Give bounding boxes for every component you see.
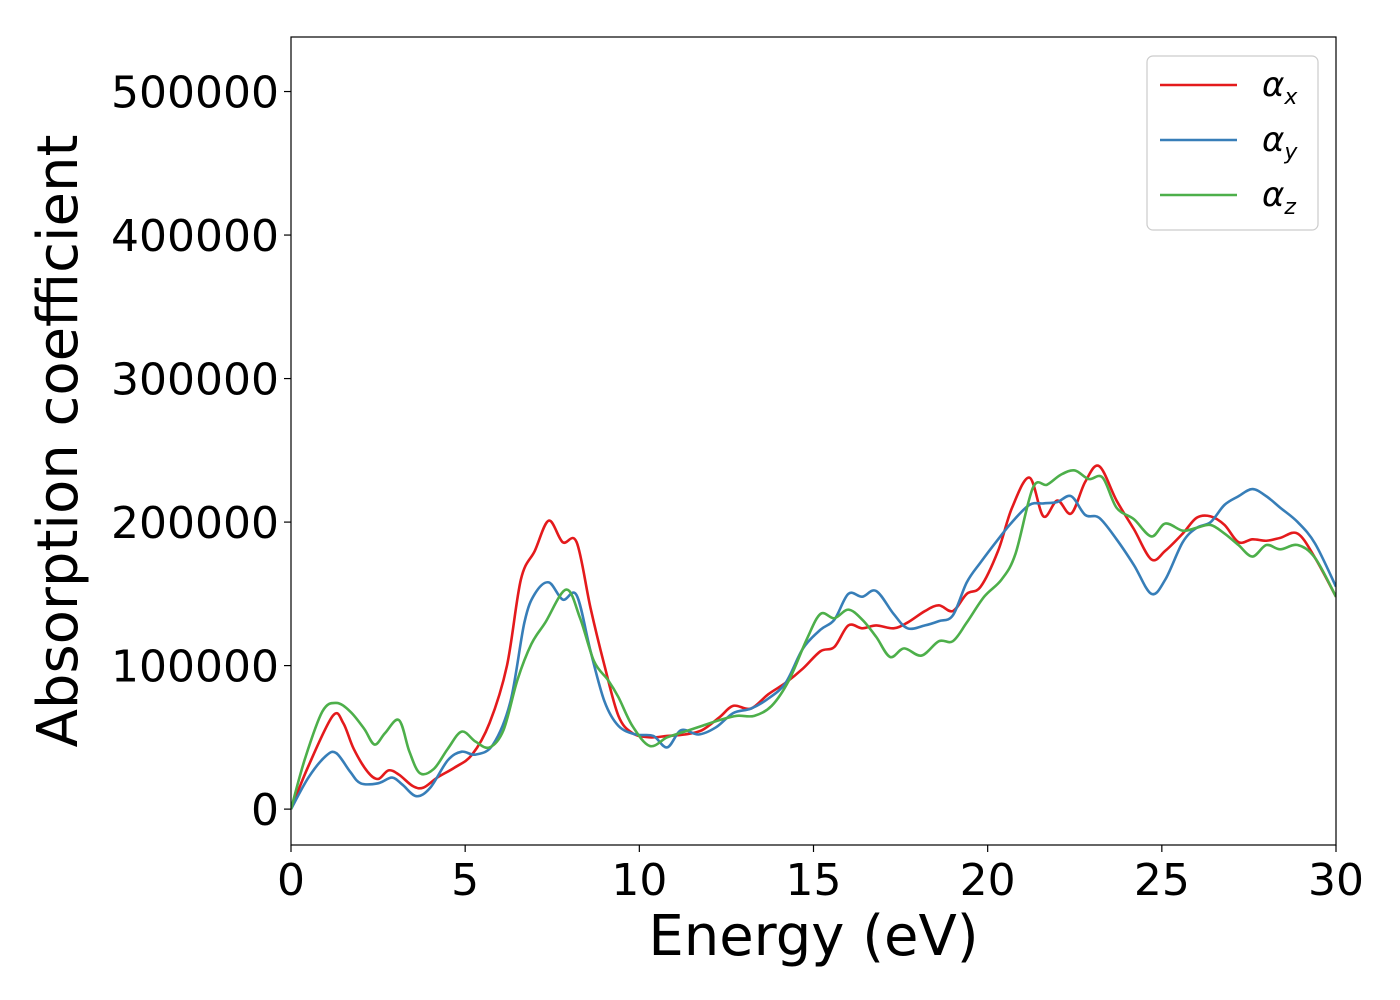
series-layer [291,464,1336,810]
legend-label-symbol: α [1262,65,1284,105]
y-tick-label: 400000 [111,211,279,262]
y-tick-label: 200000 [111,498,279,549]
x-axis: 0 5 10 15 20 25 30 [277,845,1364,906]
legend-box [1146,55,1319,231]
legend-label-subscript: x [1283,85,1298,110]
series-line-alpha-z [291,469,1336,810]
y-tick-label: 0 [251,785,279,836]
y-axis: 0 100000 200000 300000 400000 500000 [111,68,291,836]
legend-label-alpha-y: αy [1262,120,1298,165]
legend-label-symbol: α [1262,175,1284,215]
series-line-alpha-y [291,487,1336,810]
x-tick-label: 20 [960,855,1016,906]
y-tick-label: 500000 [111,68,279,119]
x-tick-label: 10 [611,855,667,906]
y-axis-label: Absorption coefficient [26,135,91,748]
legend-label-subscript: z [1283,195,1296,220]
legend-label-alpha-z: αz [1262,175,1296,220]
series-line-alpha-x [291,464,1336,810]
x-tick-label: 30 [1308,855,1364,906]
y-tick-label: 100000 [111,642,279,693]
legend-label-subscript: y [1283,140,1298,165]
x-tick-label: 5 [451,855,479,906]
legend-label-symbol: α [1262,120,1284,160]
x-axis-label: Energy (eV) [648,904,978,969]
y-tick-label: 300000 [111,355,279,406]
x-tick-label: 25 [1134,855,1190,906]
legend-label-alpha-x: αx [1262,65,1298,110]
x-tick-label: 15 [786,855,842,906]
x-tick-label: 0 [277,855,305,906]
